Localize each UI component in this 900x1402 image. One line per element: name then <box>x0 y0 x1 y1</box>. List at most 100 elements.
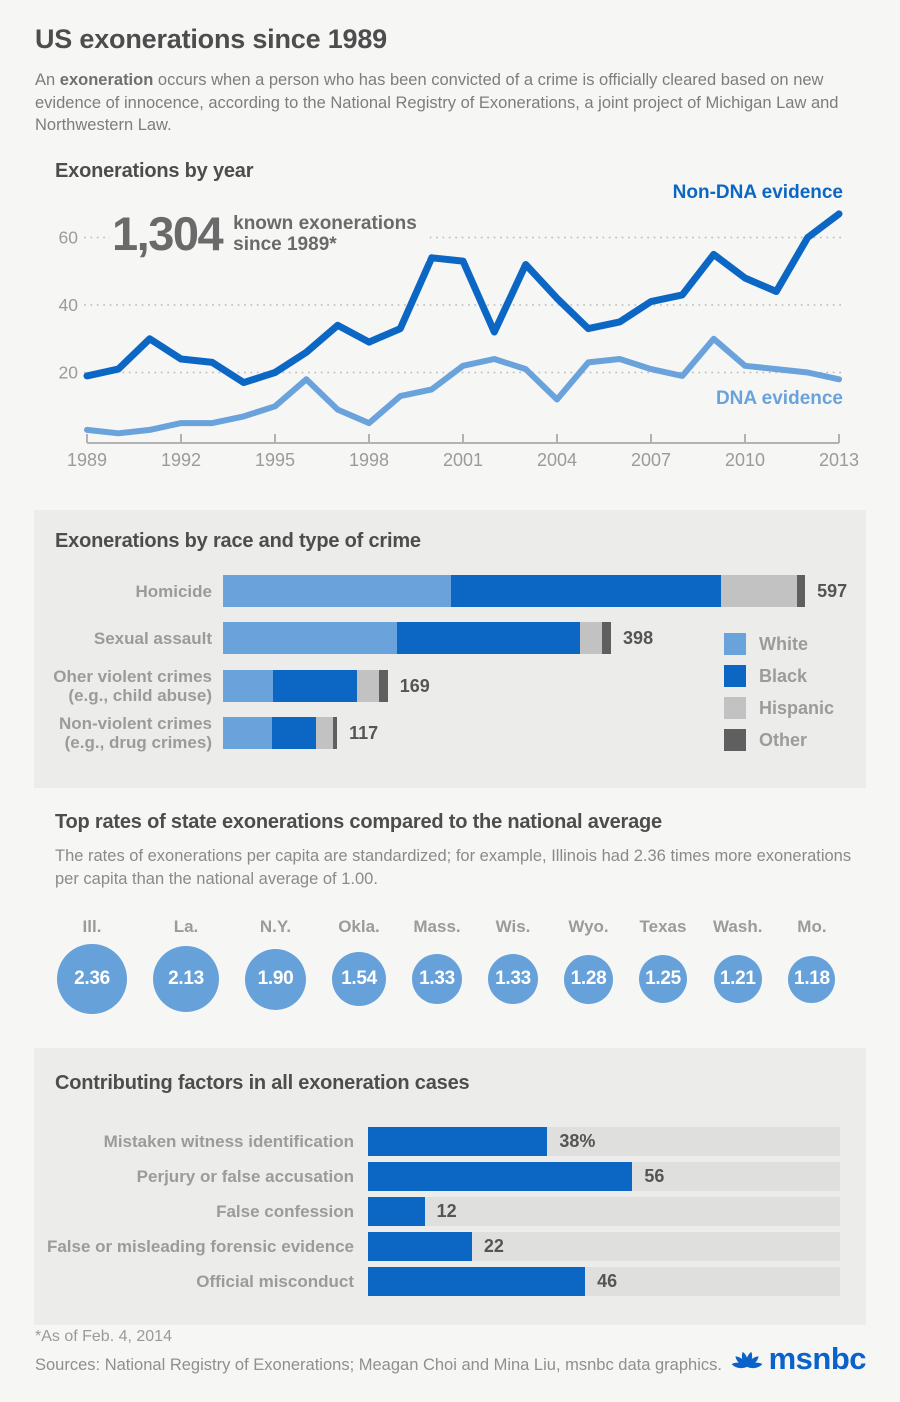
rate-bubble: 1.33 <box>488 954 538 1004</box>
race-category-label: Oher violent crimes (e.g., child abuse) <box>53 667 212 705</box>
page-title: US exonerations since 1989 <box>35 24 387 54</box>
race-bar-segment-white <box>223 717 272 749</box>
rate-bubble: 1.33 <box>412 954 462 1004</box>
legend-label: Hispanic <box>759 697 835 718</box>
state-label: N.Y. <box>259 917 292 936</box>
state-bubble-cell: Wash. 1.21 <box>713 917 762 1017</box>
bubble-holder: 1.33 <box>412 941 462 1017</box>
x-tick-label: 1992 <box>161 450 201 470</box>
race-row: Homicide 597 <box>34 575 866 607</box>
race-crime-panel: Exonerations by race and type of crime H… <box>34 510 866 788</box>
x-tick-label: 1989 <box>67 450 107 470</box>
race-category-label: Sexual assault <box>93 628 212 648</box>
peacock-feather <box>745 1351 752 1367</box>
rate-bubble: 1.21 <box>713 955 762 1003</box>
state-label: Mo. <box>797 917 827 936</box>
big-number: 1,304 <box>112 207 224 260</box>
race-bar-segment-white <box>223 575 452 607</box>
race-chart-legend: White Black Hispanic Other <box>724 633 834 761</box>
footnote: *As of Feb. 4, 2014 <box>35 1328 172 1345</box>
factor-track <box>368 1197 840 1226</box>
factor-track <box>368 1232 840 1261</box>
race-stacked-bar <box>223 670 388 702</box>
rate-value: 1.18 <box>794 968 830 989</box>
factor-label: Mistaken witness identification <box>103 1132 354 1151</box>
state-rate-bubbles: Ill. 2.36 La. 2.13 N.Y. 1.90 Okla. 1.54 Mass. 1.3… <box>57 917 836 1017</box>
legend-label: Black <box>759 665 808 686</box>
race-stacked-bar <box>223 575 806 607</box>
non-dna-series-label: Non-DNA evidence <box>672 182 843 203</box>
peacock-feather <box>746 1362 762 1369</box>
legend-item: Black <box>724 665 834 687</box>
sources-line: Sources: National Registry of Exoneratio… <box>35 1356 722 1374</box>
legend-label: White <box>759 633 808 654</box>
race-chart-title: Exonerations by race and type of crime <box>55 530 421 552</box>
rates-subtitle: The rates of exonerations per capita are… <box>55 847 852 888</box>
rate-value: 1.54 <box>341 968 377 989</box>
x-tick-label: 2010 <box>725 450 765 470</box>
state-bubble-cell: Wis. 1.33 <box>488 917 538 1017</box>
state-bubble-cell: Wyo. 1.28 <box>564 917 613 1017</box>
state-label: Wyo. <box>568 917 609 936</box>
race-bar-segment-black <box>451 575 722 607</box>
race-bar-segment-other <box>602 622 611 654</box>
legend-item: White <box>724 633 834 655</box>
factor-value-label: 12 <box>436 1201 457 1221</box>
factor-value-label: 46 <box>597 1271 618 1291</box>
white-swatch <box>724 633 746 655</box>
race-row: Oher violent crimes (e.g., child abuse) 1… <box>34 667 866 705</box>
race-total-label: 117 <box>349 723 379 743</box>
x-tick-label: 1995 <box>255 450 295 470</box>
intro-text: An exoneration occurs when a person who … <box>35 69 863 137</box>
legend-item: Other <box>724 729 834 751</box>
state-label: Wash. <box>713 917 763 936</box>
factor-bar <box>368 1197 425 1226</box>
race-category-label: Homicide <box>135 581 212 601</box>
factor-track <box>368 1127 840 1156</box>
msnbc-logo-text: msnbc <box>768 1341 867 1376</box>
factor-label: False or misleading forensic evidence <box>46 1237 354 1256</box>
rate-value: 2.36 <box>74 968 110 989</box>
non-dna-evidence-line <box>83 210 843 387</box>
bubble-holder: 1.28 <box>564 941 613 1017</box>
race-bar-segment-white <box>223 622 397 654</box>
contributing-factors-panel: Contributing factors in all exoneration … <box>34 1048 866 1325</box>
dna-series-label: DNA evidence <box>715 388 843 409</box>
rate-value: 1.33 <box>419 968 455 989</box>
y-tick-label: 60 <box>59 228 79 248</box>
race-total-label: 597 <box>817 581 848 601</box>
race-bar-segment-white <box>223 670 273 702</box>
black-swatch <box>724 665 746 687</box>
factor-row: Official misconduct 46 <box>34 1267 866 1296</box>
bubble-holder: 2.36 <box>57 941 127 1017</box>
state-label: Okla. <box>338 917 380 936</box>
intro-suffix: occurs when a person who has been convic… <box>35 71 839 134</box>
factor-label: Official misconduct <box>196 1272 354 1291</box>
factor-label: Perjury or false accusation <box>136 1167 354 1186</box>
rate-bubble: 1.90 <box>245 948 306 1010</box>
x-tick-label: 2001 <box>443 450 483 470</box>
dna-evidence-line <box>84 335 842 437</box>
intro-prefix: An <box>35 71 60 89</box>
hispanic-swatch <box>724 697 746 719</box>
race-bar-segment-hispanic <box>579 622 603 654</box>
bubble-holder: 1.21 <box>713 941 762 1017</box>
state-bubble-cell: Texas 1.25 <box>639 917 687 1017</box>
line-chart-title: Exonerations by year <box>55 160 254 182</box>
factor-bar <box>368 1127 548 1156</box>
race-bar-segment-black <box>271 717 316 749</box>
rate-value: 1.33 <box>495 968 531 989</box>
factor-row: False or misleading forensic evidence 22 <box>34 1232 866 1261</box>
rate-bubble: 1.28 <box>564 954 613 1004</box>
race-total-label: 398 <box>623 628 654 648</box>
intro-bold-term: exoneration <box>59 71 154 89</box>
state-bubble-cell: Mo. 1.18 <box>788 917 836 1017</box>
big-number-caption: known exonerations since 1989* <box>233 209 417 259</box>
race-stacked-bar <box>223 717 338 749</box>
rate-bubble: 1.18 <box>788 955 836 1003</box>
factor-bar <box>368 1267 586 1296</box>
rate-value: 1.21 <box>719 968 756 989</box>
rate-bubble: 2.36 <box>57 944 127 1014</box>
caption-line-2: since 1989* <box>233 233 337 255</box>
race-bar-segment-other <box>378 670 388 702</box>
